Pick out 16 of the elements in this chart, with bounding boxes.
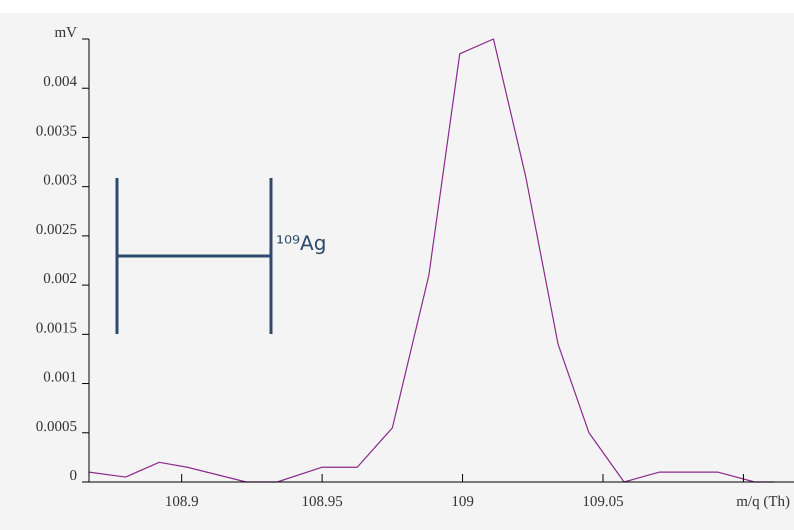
y-tick-label: 0.0015: [36, 320, 77, 336]
y-tick-label: 0.0035: [36, 123, 77, 140]
annotation: ¹⁰⁹Ag: [276, 231, 326, 255]
x-tick-label: 109.05: [582, 494, 624, 510]
y-tick-label: 0.002: [43, 271, 77, 288]
y-tick-label: 0.0005: [36, 418, 77, 435]
y-tick-label: 0: [70, 468, 77, 484]
y-tick-label: 0.004: [43, 74, 78, 90]
y-tick-label: 0.001: [43, 370, 77, 386]
y-tick-label: 0.0025: [36, 222, 77, 238]
x-tick-label: 109: [451, 494, 474, 510]
y-axis-title: mV: [54, 25, 78, 41]
x-tick-label: 108.9: [164, 494, 199, 510]
y-tick-label: 0.003: [43, 172, 77, 189]
x-axis-title: m/q (Th): [736, 494, 790, 510]
x-tick-label: 108.95: [302, 494, 343, 510]
